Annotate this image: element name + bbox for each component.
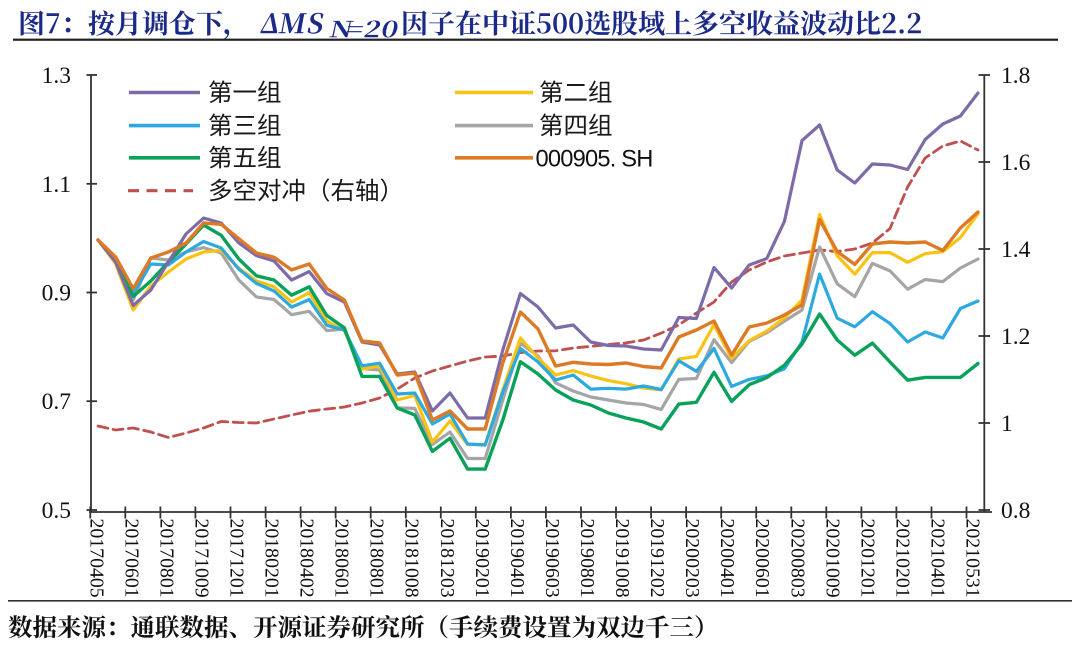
svg-text:0.8: 0.8 xyxy=(1001,498,1030,524)
svg-text:20191008: 20191008 xyxy=(611,519,633,598)
svg-text:0.9: 0.9 xyxy=(42,281,71,307)
svg-text:1.4: 1.4 xyxy=(1001,237,1031,263)
svg-text:20170801: 20170801 xyxy=(155,519,177,598)
svg-text:20171009: 20171009 xyxy=(190,519,212,598)
svg-text:20180801: 20180801 xyxy=(366,519,388,598)
svg-text:20210531: 20210531 xyxy=(961,519,983,598)
svg-text:1.3: 1.3 xyxy=(42,63,71,89)
svg-text:20200203: 20200203 xyxy=(681,519,703,598)
svg-text:20171201: 20171201 xyxy=(225,519,247,598)
svg-text:1.6: 1.6 xyxy=(1001,150,1031,176)
svg-text:20210401: 20210401 xyxy=(926,519,948,598)
svg-text:20170601: 20170601 xyxy=(120,519,142,598)
svg-text:20180601: 20180601 xyxy=(331,519,353,598)
svg-text:20181008: 20181008 xyxy=(401,519,423,598)
svg-text:1.8: 1.8 xyxy=(1001,63,1030,89)
svg-text:20180402: 20180402 xyxy=(296,519,318,598)
svg-text:20190201: 20190201 xyxy=(471,519,493,598)
svg-text:000905. SH: 000905. SH xyxy=(536,146,653,172)
svg-text:20201201: 20201201 xyxy=(856,519,878,598)
svg-text:20190603: 20190603 xyxy=(541,519,563,598)
svg-text:0.5: 0.5 xyxy=(42,498,71,524)
svg-text:20190401: 20190401 xyxy=(506,519,528,598)
svg-text:20170405: 20170405 xyxy=(85,519,107,598)
svg-text:20180201: 20180201 xyxy=(261,519,283,598)
svg-text:20201009: 20201009 xyxy=(821,519,843,598)
svg-text:1: 1 xyxy=(1001,411,1013,437)
svg-text:1.1: 1.1 xyxy=(42,172,71,198)
svg-text:20210201: 20210201 xyxy=(891,519,913,598)
svg-text:1.2: 1.2 xyxy=(1001,324,1030,350)
svg-text:20181203: 20181203 xyxy=(436,519,458,598)
svg-text:20191202: 20191202 xyxy=(646,519,668,598)
svg-text:0.7: 0.7 xyxy=(42,389,72,415)
svg-text:20200803: 20200803 xyxy=(786,519,808,598)
svg-text:20200401: 20200401 xyxy=(716,519,738,598)
svg-text:20190801: 20190801 xyxy=(576,519,598,598)
svg-text:20200601: 20200601 xyxy=(751,519,773,598)
